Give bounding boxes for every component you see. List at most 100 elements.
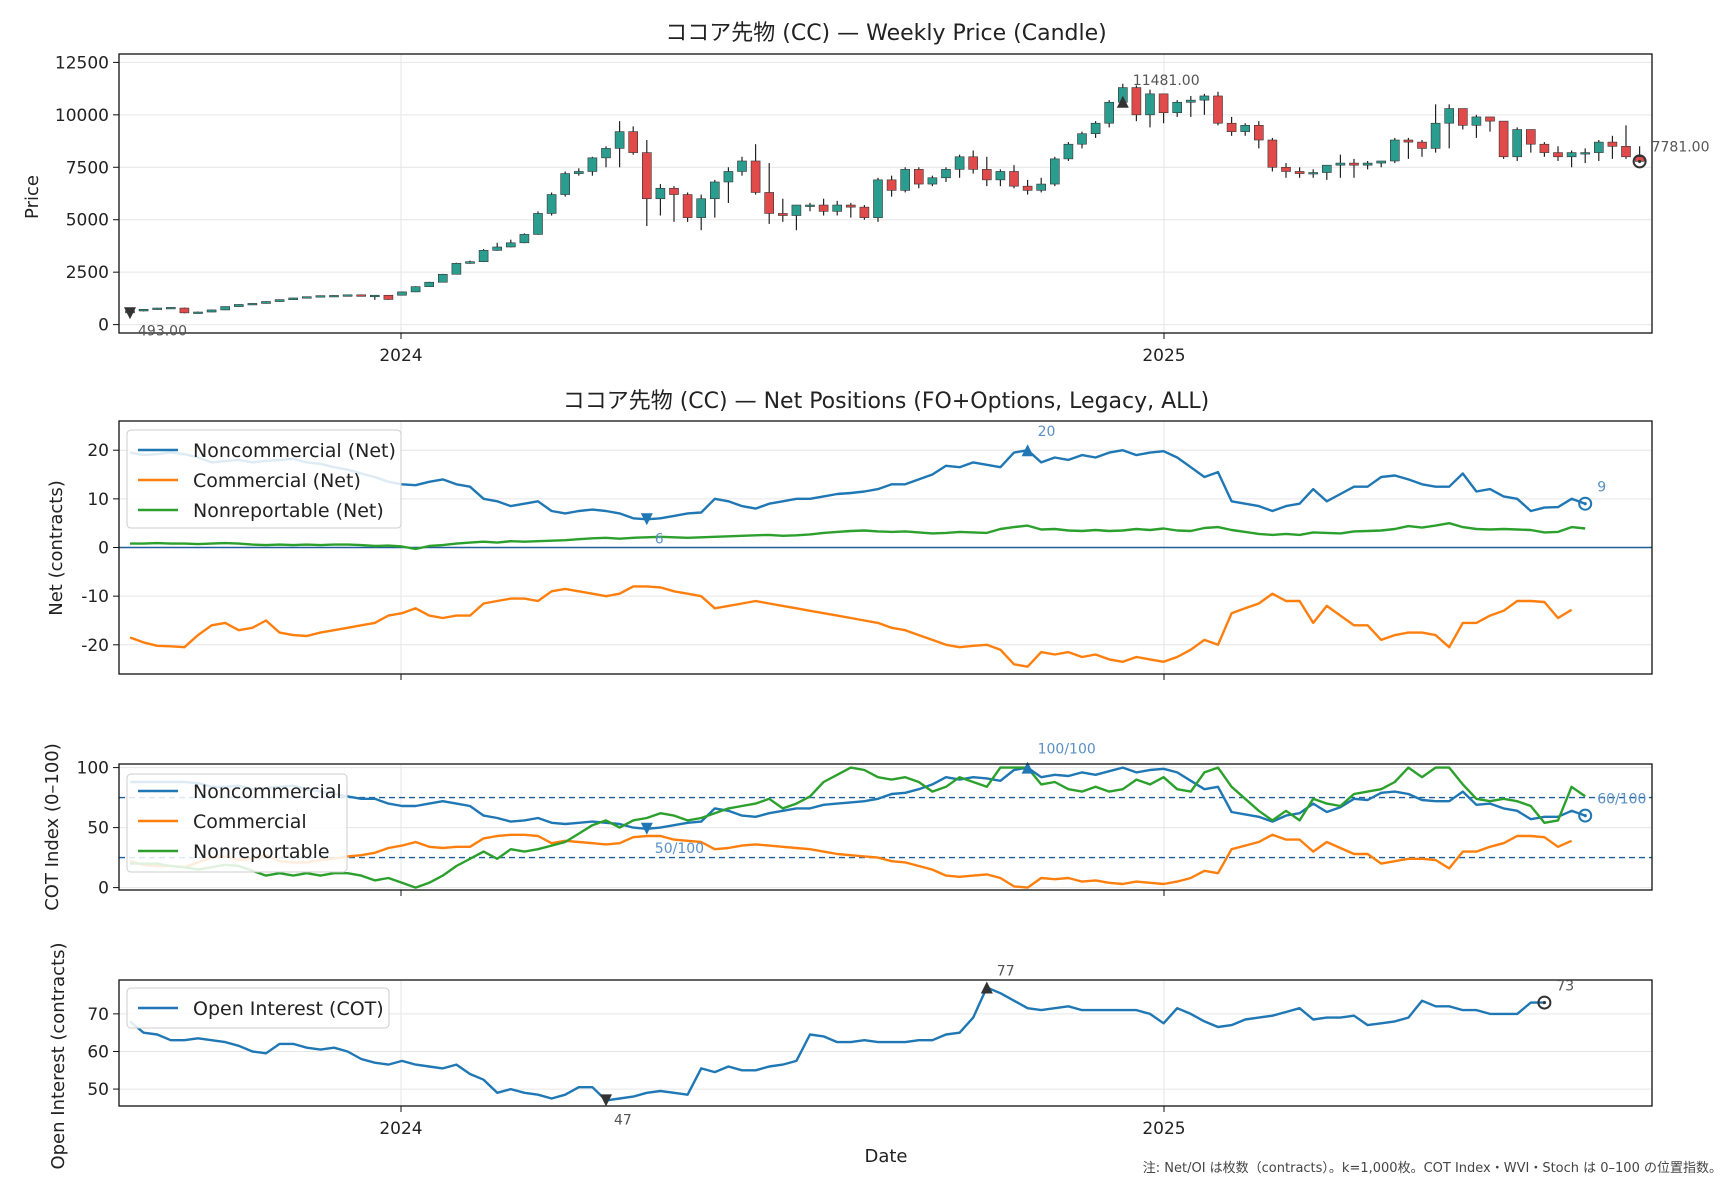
candle-body xyxy=(465,261,475,264)
net-last-marker-dot xyxy=(1583,502,1587,506)
candle-body xyxy=(546,194,557,214)
candle-body xyxy=(1430,122,1441,149)
candle-body xyxy=(1322,164,1332,173)
candle-body xyxy=(995,171,1006,181)
candle-body xyxy=(696,198,707,218)
candle-body xyxy=(1607,141,1618,147)
candle-body xyxy=(478,250,489,262)
x-tick-label: 2024 xyxy=(379,346,422,366)
candle-body xyxy=(1553,152,1563,158)
candle-body xyxy=(369,294,380,298)
candle-body xyxy=(206,309,217,313)
y-tick-label: 2500 xyxy=(66,263,109,283)
net-y-axis-label: Net (contracts) xyxy=(46,480,67,616)
candle-body xyxy=(1090,122,1101,135)
candle-body xyxy=(954,156,965,170)
candle-body xyxy=(1104,101,1114,124)
cot-min-annotation: 50/100 xyxy=(655,841,704,857)
candle-body xyxy=(1566,152,1577,158)
net-legend: Noncommercial (Net) Commercial (Net) Non… xyxy=(126,429,402,529)
y-tick-label: -20 xyxy=(81,636,109,656)
candle-body xyxy=(900,169,911,191)
footnote: 注: Net/OI は枚数（contracts）。k=1,000枚。COT In… xyxy=(1143,1161,1722,1176)
price-last-marker xyxy=(1632,154,1647,169)
candle-body xyxy=(1022,185,1033,191)
candle-body xyxy=(573,171,584,174)
candle-body xyxy=(981,169,992,181)
candle-body xyxy=(1050,158,1060,185)
oi-last-marker-dot xyxy=(1542,1000,1546,1005)
oi-y-axis-label: Open Interest (contracts) xyxy=(48,942,69,1169)
candle-body xyxy=(1335,162,1346,166)
net-max-annotation: 20 xyxy=(1038,424,1056,440)
candle-body xyxy=(968,156,979,170)
candle-body xyxy=(1376,160,1386,164)
cot-min-marker xyxy=(640,822,653,835)
x-tick-label: 2024 xyxy=(379,1119,422,1139)
candle-body xyxy=(682,194,693,218)
candle-body xyxy=(1199,95,1210,101)
candle-body xyxy=(301,296,312,299)
candle-body xyxy=(886,179,897,191)
candle-body xyxy=(383,294,394,300)
net-min-annotation: 6 xyxy=(655,531,664,547)
candle-body xyxy=(737,160,747,172)
candle-body xyxy=(1036,183,1046,191)
cot-max-marker xyxy=(1021,761,1034,774)
y-tick-label: 20 xyxy=(87,441,109,461)
candle-body xyxy=(1471,116,1482,126)
series-line-nonreportable xyxy=(130,522,1586,551)
oi-min-annotation: 47 xyxy=(614,1112,632,1128)
oi-max-marker xyxy=(980,981,993,994)
candle-body xyxy=(1267,139,1278,168)
price-plot-frame xyxy=(118,53,1653,334)
candle-body xyxy=(1172,101,1182,114)
candle-body xyxy=(913,169,924,185)
candle-body xyxy=(1444,108,1454,124)
candle-body xyxy=(1580,152,1590,155)
oi-max-annotation: 77 xyxy=(997,964,1015,980)
candle-body xyxy=(764,192,775,214)
candle-body xyxy=(1240,125,1250,132)
candle-body xyxy=(288,297,299,300)
candle-body xyxy=(329,295,339,298)
candle-body xyxy=(614,131,625,149)
y-tick-label: 0 xyxy=(98,879,109,899)
candle-body xyxy=(1362,162,1373,166)
candle-body xyxy=(247,303,258,306)
y-tick-label: 60 xyxy=(87,1042,109,1062)
candle-body xyxy=(519,234,530,244)
candle-body xyxy=(166,307,176,310)
candle-body xyxy=(587,157,598,172)
candle-body xyxy=(845,204,856,208)
candle-body xyxy=(1594,141,1604,153)
price-panel: ココア先物 (CC) — Weekly Price (Candle) Price… xyxy=(22,21,1710,366)
legend-label-noncommercial: Noncommercial xyxy=(193,781,342,803)
y-tick-label: 100 xyxy=(77,759,109,779)
candle-body xyxy=(655,187,666,200)
candle-body xyxy=(1390,139,1400,162)
x-tick-label: 2025 xyxy=(1142,1119,1185,1139)
candle-body xyxy=(1077,133,1087,145)
cot-last-marker xyxy=(1578,808,1593,823)
candle-body xyxy=(274,299,285,302)
candle-body xyxy=(1131,87,1142,116)
candle-body xyxy=(261,301,271,304)
legend-label-nonreportable-net: Nonreportable (Net) xyxy=(193,500,384,522)
candle-body xyxy=(492,246,503,251)
y-tick-label: 70 xyxy=(87,1005,109,1025)
net-positions-panel: ココア先物 (CC) — Net Positions (FO+Options, … xyxy=(46,389,1653,680)
candle-body xyxy=(791,204,802,216)
x-tick-label: 2025 xyxy=(1142,346,1185,366)
candle-body xyxy=(356,294,367,297)
cot-last-annotation: 60/100 xyxy=(1597,792,1646,808)
candle-body xyxy=(1213,95,1223,124)
net-max-marker xyxy=(1021,444,1034,457)
candle-body xyxy=(220,306,230,311)
candle-body xyxy=(777,213,788,216)
candle-body xyxy=(1417,141,1427,149)
y-tick-label: 50 xyxy=(87,1080,109,1100)
candle-body xyxy=(709,181,720,200)
